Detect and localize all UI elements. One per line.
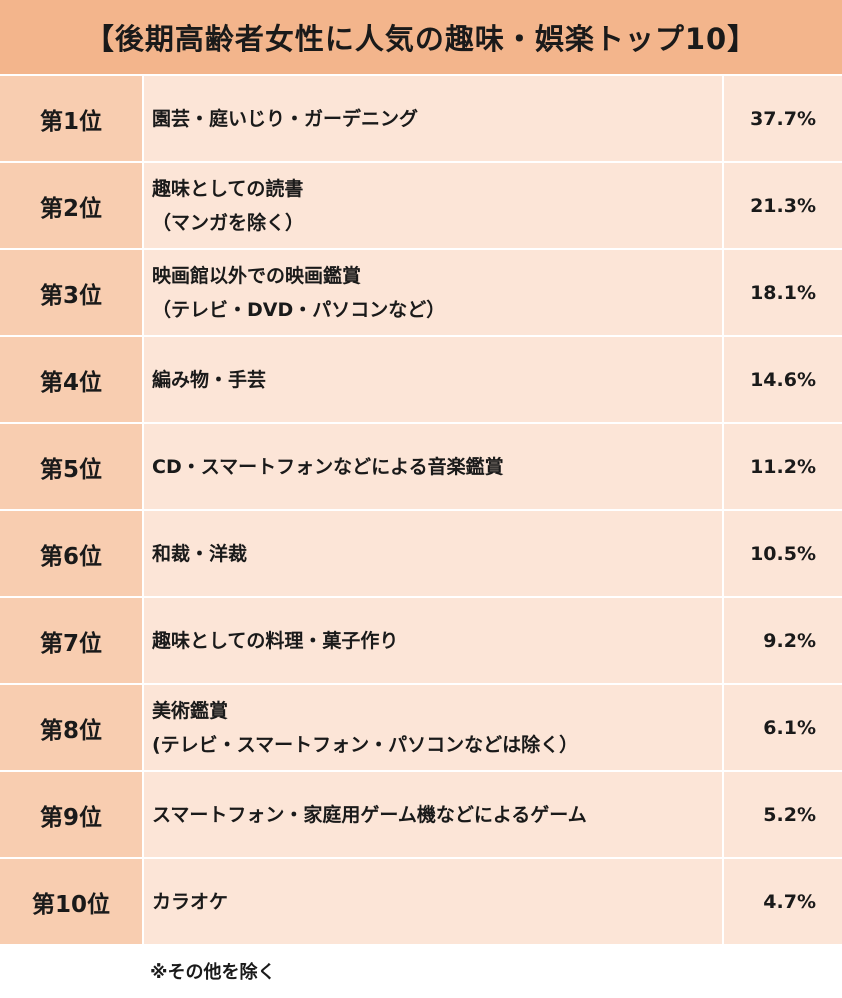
hobby-label: 映画館以外での映画鑑賞: [152, 264, 362, 287]
hobby-sublabel: （マンガを除く）: [152, 211, 305, 234]
rank-cell: 第10位: [0, 859, 142, 944]
table-row: 第3位 映画館以外での映画鑑賞 （テレビ・DVD・パソコンなど） 18.1%: [0, 250, 842, 335]
hobby-cell: CD・スマートフォンなどによる音楽鑑賞: [144, 424, 722, 509]
table-row: 第10位 カラオケ 4.7%: [0, 859, 842, 944]
hobby-label: 園芸・庭いじり・ガーデニング: [152, 107, 419, 130]
percent-cell: 5.2%: [724, 772, 842, 857]
hobby-sublabel: （テレビ・DVD・パソコンなど）: [152, 298, 446, 321]
rank-cell: 第2位: [0, 163, 142, 248]
hobby-cell: 趣味としての読書 （マンガを除く）: [144, 163, 722, 248]
table-row: 第2位 趣味としての読書 （マンガを除く） 21.3%: [0, 163, 842, 248]
hobby-label: 和裁・洋裁: [152, 542, 248, 565]
percent-cell: 11.2%: [724, 424, 842, 509]
rank-cell: 第6位: [0, 511, 142, 596]
percent-cell: 4.7%: [724, 859, 842, 944]
page-title: 【後期高齢者女性に人気の趣味・娯楽トップ10】: [0, 0, 842, 74]
rank-cell: 第7位: [0, 598, 142, 683]
hobby-label: 編み物・手芸: [152, 368, 267, 391]
hobby-label: カラオケ: [152, 890, 229, 913]
rank-cell: 第3位: [0, 250, 142, 335]
footnote: ※その他を除く: [150, 962, 276, 983]
ranking-table: 第1位 園芸・庭いじり・ガーデニング 37.7% 第2位 趣味としての読書 （マ…: [0, 76, 842, 946]
percent-cell: 10.5%: [724, 511, 842, 596]
hobby-label: CD・スマートフォンなどによる音楽鑑賞: [152, 455, 504, 478]
percent-cell: 14.6%: [724, 337, 842, 422]
hobby-label: スマートフォン・家庭用ゲーム機などによるゲーム: [152, 803, 587, 826]
table-row: 第4位 編み物・手芸 14.6%: [0, 337, 842, 422]
hobby-label: 趣味としての読書: [152, 177, 304, 200]
percent-cell: 9.2%: [724, 598, 842, 683]
table-row: 第9位 スマートフォン・家庭用ゲーム機などによるゲーム 5.2%: [0, 772, 842, 857]
rank-cell: 第1位: [0, 76, 142, 161]
table-row: 第7位 趣味としての料理・菓子作り 9.2%: [0, 598, 842, 683]
percent-cell: 37.7%: [724, 76, 842, 161]
hobby-cell: 和裁・洋裁: [144, 511, 722, 596]
hobby-cell: 園芸・庭いじり・ガーデニング: [144, 76, 722, 161]
hobby-cell: 趣味としての料理・菓子作り: [144, 598, 722, 683]
table-row: 第1位 園芸・庭いじり・ガーデニング 37.7%: [0, 76, 842, 161]
hobby-label: 趣味としての料理・菓子作り: [152, 629, 399, 652]
hobby-cell: カラオケ: [144, 859, 722, 944]
rank-cell: 第9位: [0, 772, 142, 857]
table-row: 第5位 CD・スマートフォンなどによる音楽鑑賞 11.2%: [0, 424, 842, 509]
rank-cell: 第8位: [0, 685, 142, 770]
hobby-label: 美術鑑賞: [152, 699, 229, 722]
table-row: 第8位 美術鑑賞 (テレビ・スマートフォン・パソコンなどは除く） 6.1%: [0, 685, 842, 770]
hobby-cell: 映画館以外での映画鑑賞 （テレビ・DVD・パソコンなど）: [144, 250, 722, 335]
hobby-cell: スマートフォン・家庭用ゲーム機などによるゲーム: [144, 772, 722, 857]
table-row: 第6位 和裁・洋裁 10.5%: [0, 511, 842, 596]
percent-cell: 18.1%: [724, 250, 842, 335]
percent-cell: 21.3%: [724, 163, 842, 248]
rank-cell: 第5位: [0, 424, 142, 509]
rank-cell: 第4位: [0, 337, 142, 422]
hobby-sublabel: (テレビ・スマートフォン・パソコンなどは除く）: [152, 733, 579, 756]
percent-cell: 6.1%: [724, 685, 842, 770]
hobby-cell: 美術鑑賞 (テレビ・スマートフォン・パソコンなどは除く）: [144, 685, 722, 770]
hobby-cell: 編み物・手芸: [144, 337, 722, 422]
